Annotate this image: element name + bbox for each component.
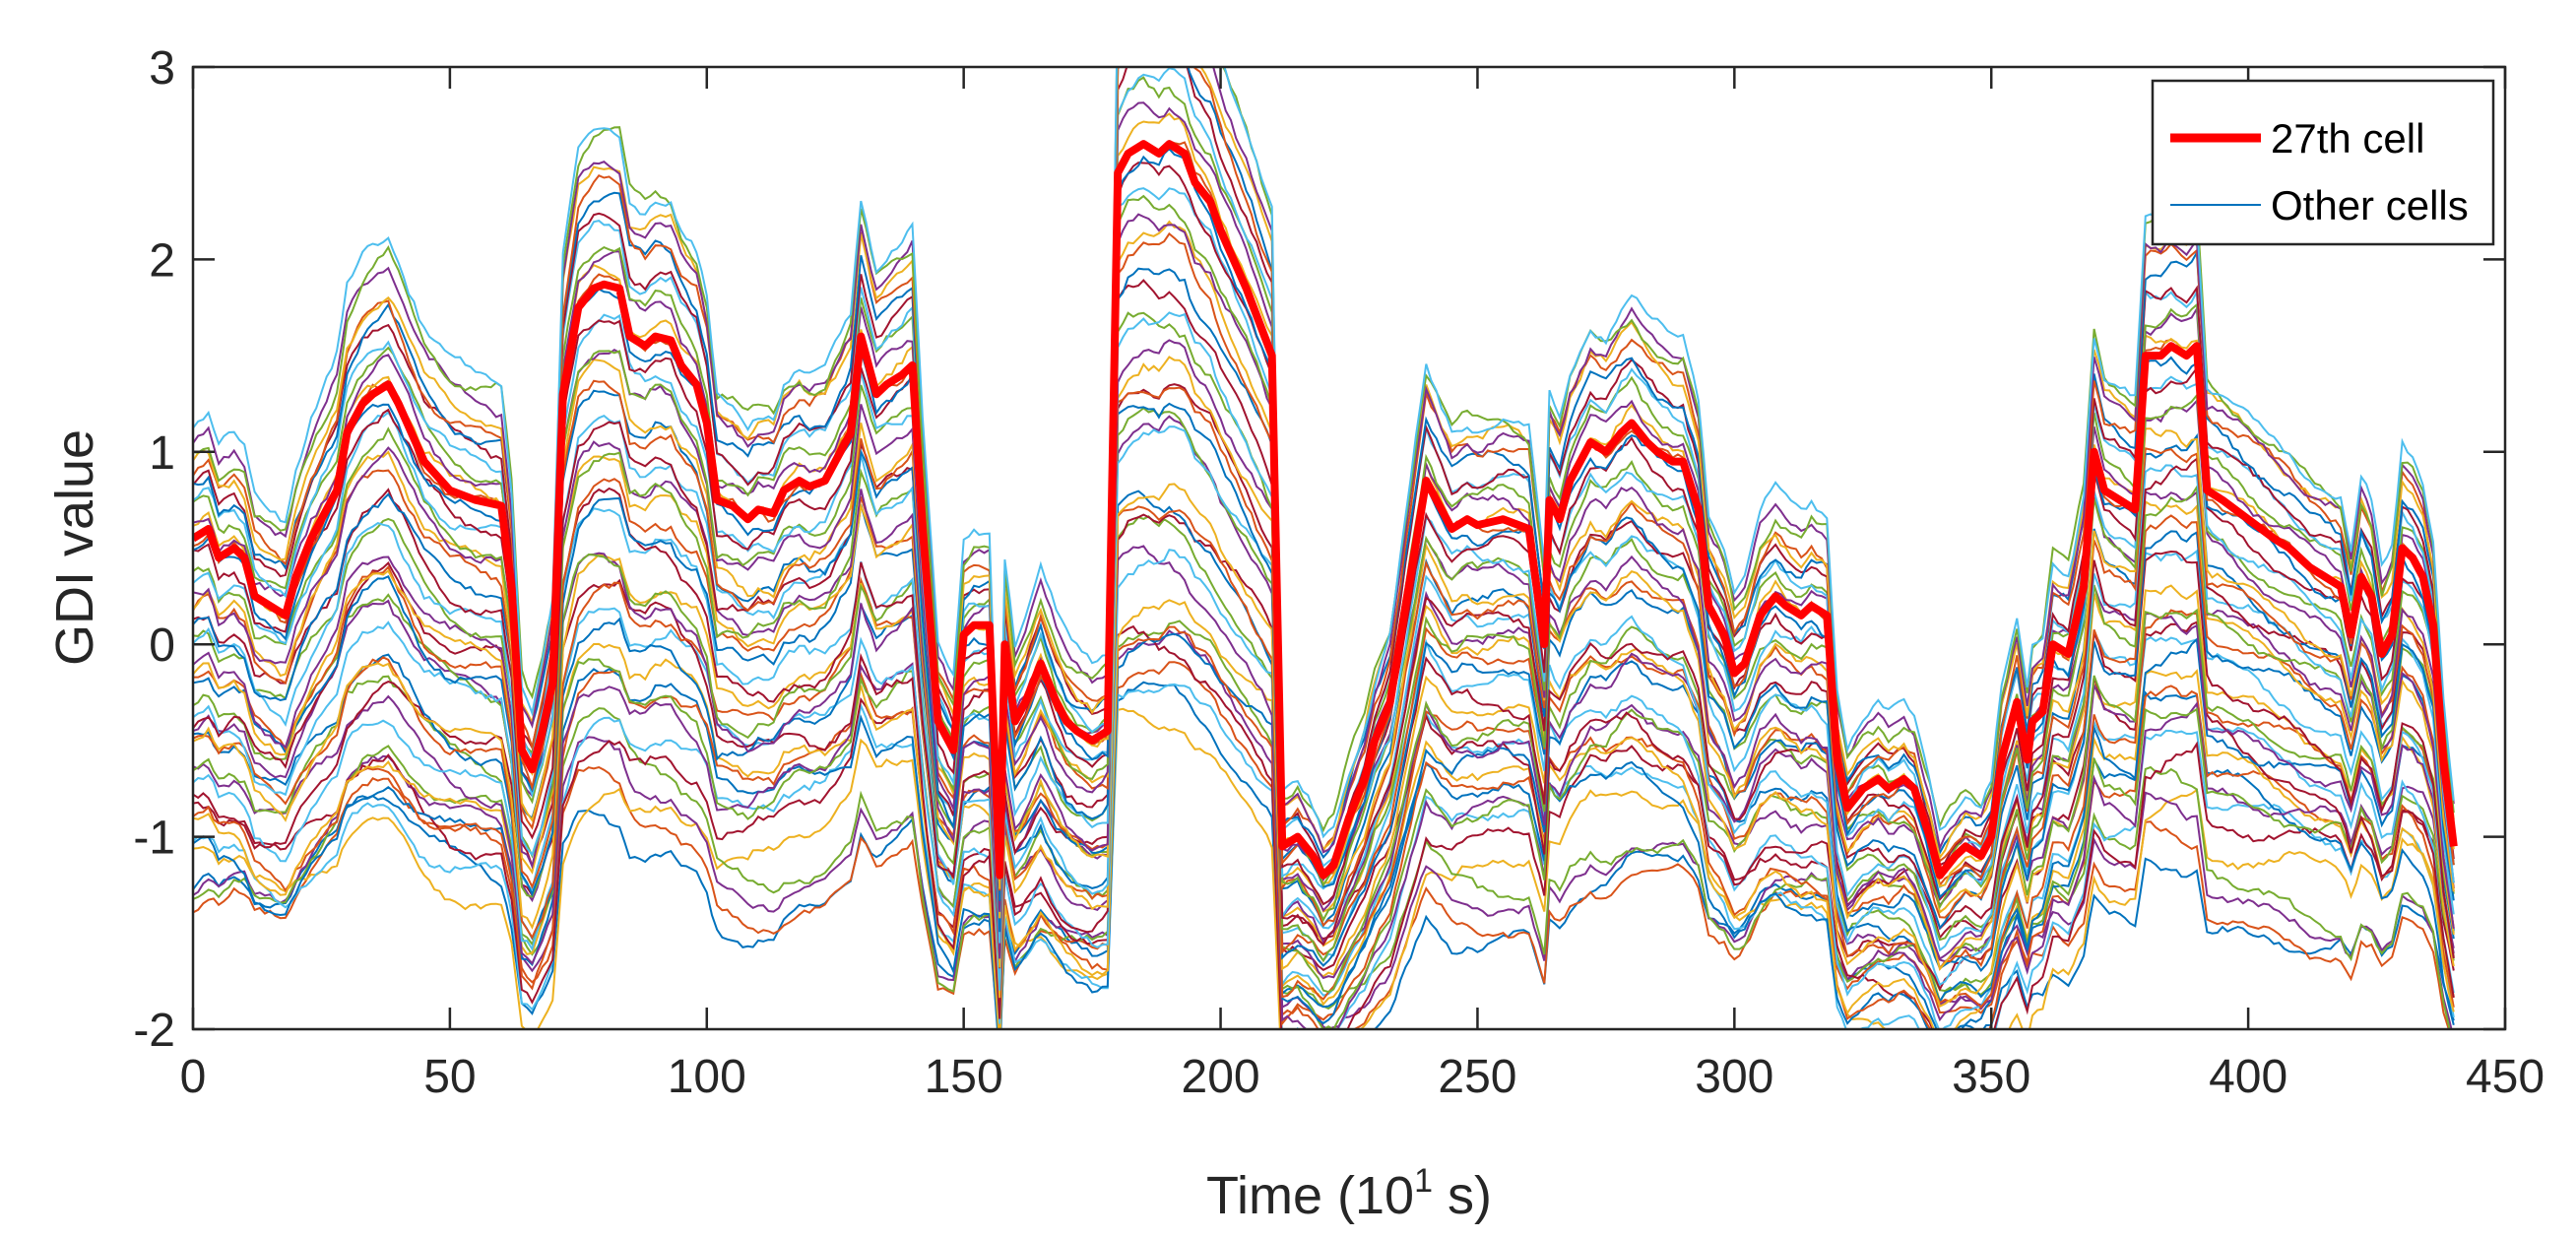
x-tick-label: 350 [1952,1051,2030,1103]
x-tick-label: 400 [2209,1051,2287,1103]
x-tick-label: 450 [2466,1051,2544,1103]
y-tick-label: 2 [149,234,175,287]
other-cell-line [193,407,2455,994]
other-cell-line [193,67,2455,842]
x-axis-title: Time (101 s) [1206,1162,1492,1225]
other-cell-line [193,67,2455,854]
other-cell-line [193,661,2450,1029]
highlight-cell-line [193,140,2458,880]
x-tick-label: 50 [423,1051,476,1103]
other-cell-line [193,402,2455,973]
other-cell-line [193,624,2455,1029]
other-cell-line [193,67,2455,879]
x-axis-title-prefix: Time (10 [1206,1166,1414,1225]
y-tick-label: 1 [149,427,175,480]
other-cell-line [193,194,2455,923]
other-cell-line [193,545,2455,1029]
x-tick-label: 300 [1695,1051,1773,1103]
y-tick-label: 0 [149,620,175,672]
legend-label-other-cells: Other cells [2271,182,2469,228]
other-cell-line [193,632,2455,1029]
x-tick-label: 200 [1182,1051,1260,1103]
x-axis-title-suffix: s) [1433,1166,1492,1225]
other-cell-line [193,599,2455,1029]
other-cell-line [193,231,2455,928]
other-cell-line [193,683,2455,1029]
legend-label-27th-cell: 27th cell [2271,115,2424,162]
other-cell-line [193,707,2455,1029]
legend: 27th cell Other cells [2151,79,2495,246]
other-cell-line [193,386,2455,971]
other-cell-line [193,489,2455,1025]
other-cell-line [193,67,2455,839]
highlight-series-group [193,140,2458,880]
x-tick-label: 250 [1438,1051,1516,1103]
axes-box [191,65,2507,1031]
y-tick-label: 3 [149,42,175,95]
x-axis-title-exponent: 1 [1414,1162,1433,1200]
y-axis-ticks: -2 -1 0 1 2 3 [133,42,2505,1057]
other-cell-line [193,311,2455,963]
y-tick-label: -1 [133,813,175,865]
x-tick-label: 150 [925,1051,1003,1103]
other-cell-line [193,513,2455,1019]
y-tick-label: -2 [133,1005,175,1057]
other-cell-line [193,279,2455,946]
other-cell-line [193,515,2455,1029]
y-axis-title: GDI value [45,429,104,666]
legend-box [2151,79,2495,246]
x-axis-ticks: 0 50 100 150 200 250 300 350 400 450 [180,67,2544,1103]
other-cell-line [193,681,2455,1029]
x-tick-label: 100 [668,1051,746,1103]
x-tick-label: 0 [180,1051,207,1103]
other-cell-line [193,505,2455,1009]
